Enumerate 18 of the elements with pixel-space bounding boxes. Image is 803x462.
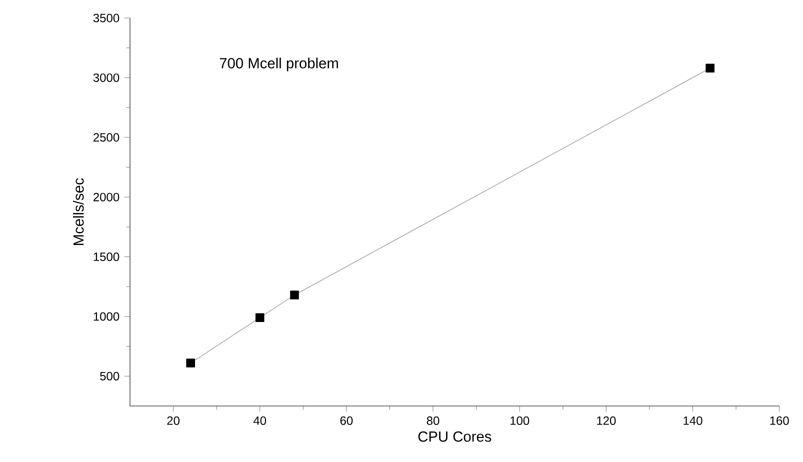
x-tick-label: 60 [340, 416, 353, 425]
y-tick-label: 2000 [94, 192, 120, 202]
y-tick-label: 500 [100, 372, 120, 380]
x-tick-label: 40 [253, 416, 266, 425]
y-tick-label: 2500 [94, 133, 120, 142]
annotation: 700 Mcell problem [220, 58, 338, 72]
y-tick-label: 1500 [94, 252, 120, 262]
y-tick-label: 1000 [94, 312, 120, 321]
x-axis-title: CPU Cores [418, 431, 492, 442]
x-tick-label: 160 [770, 416, 789, 425]
x-tick-label: 140 [684, 416, 702, 425]
x-tick-label: 120 [597, 416, 616, 425]
x-tick-label: 20 [167, 416, 180, 425]
x-tick-label: 100 [510, 416, 530, 425]
x-tick-label: 80 [426, 416, 440, 425]
y-tick-label: 3000 [93, 73, 120, 82]
y-axis-title: Mcells/sec [72, 178, 84, 246]
y-tick-label: 3500 [93, 14, 120, 22]
